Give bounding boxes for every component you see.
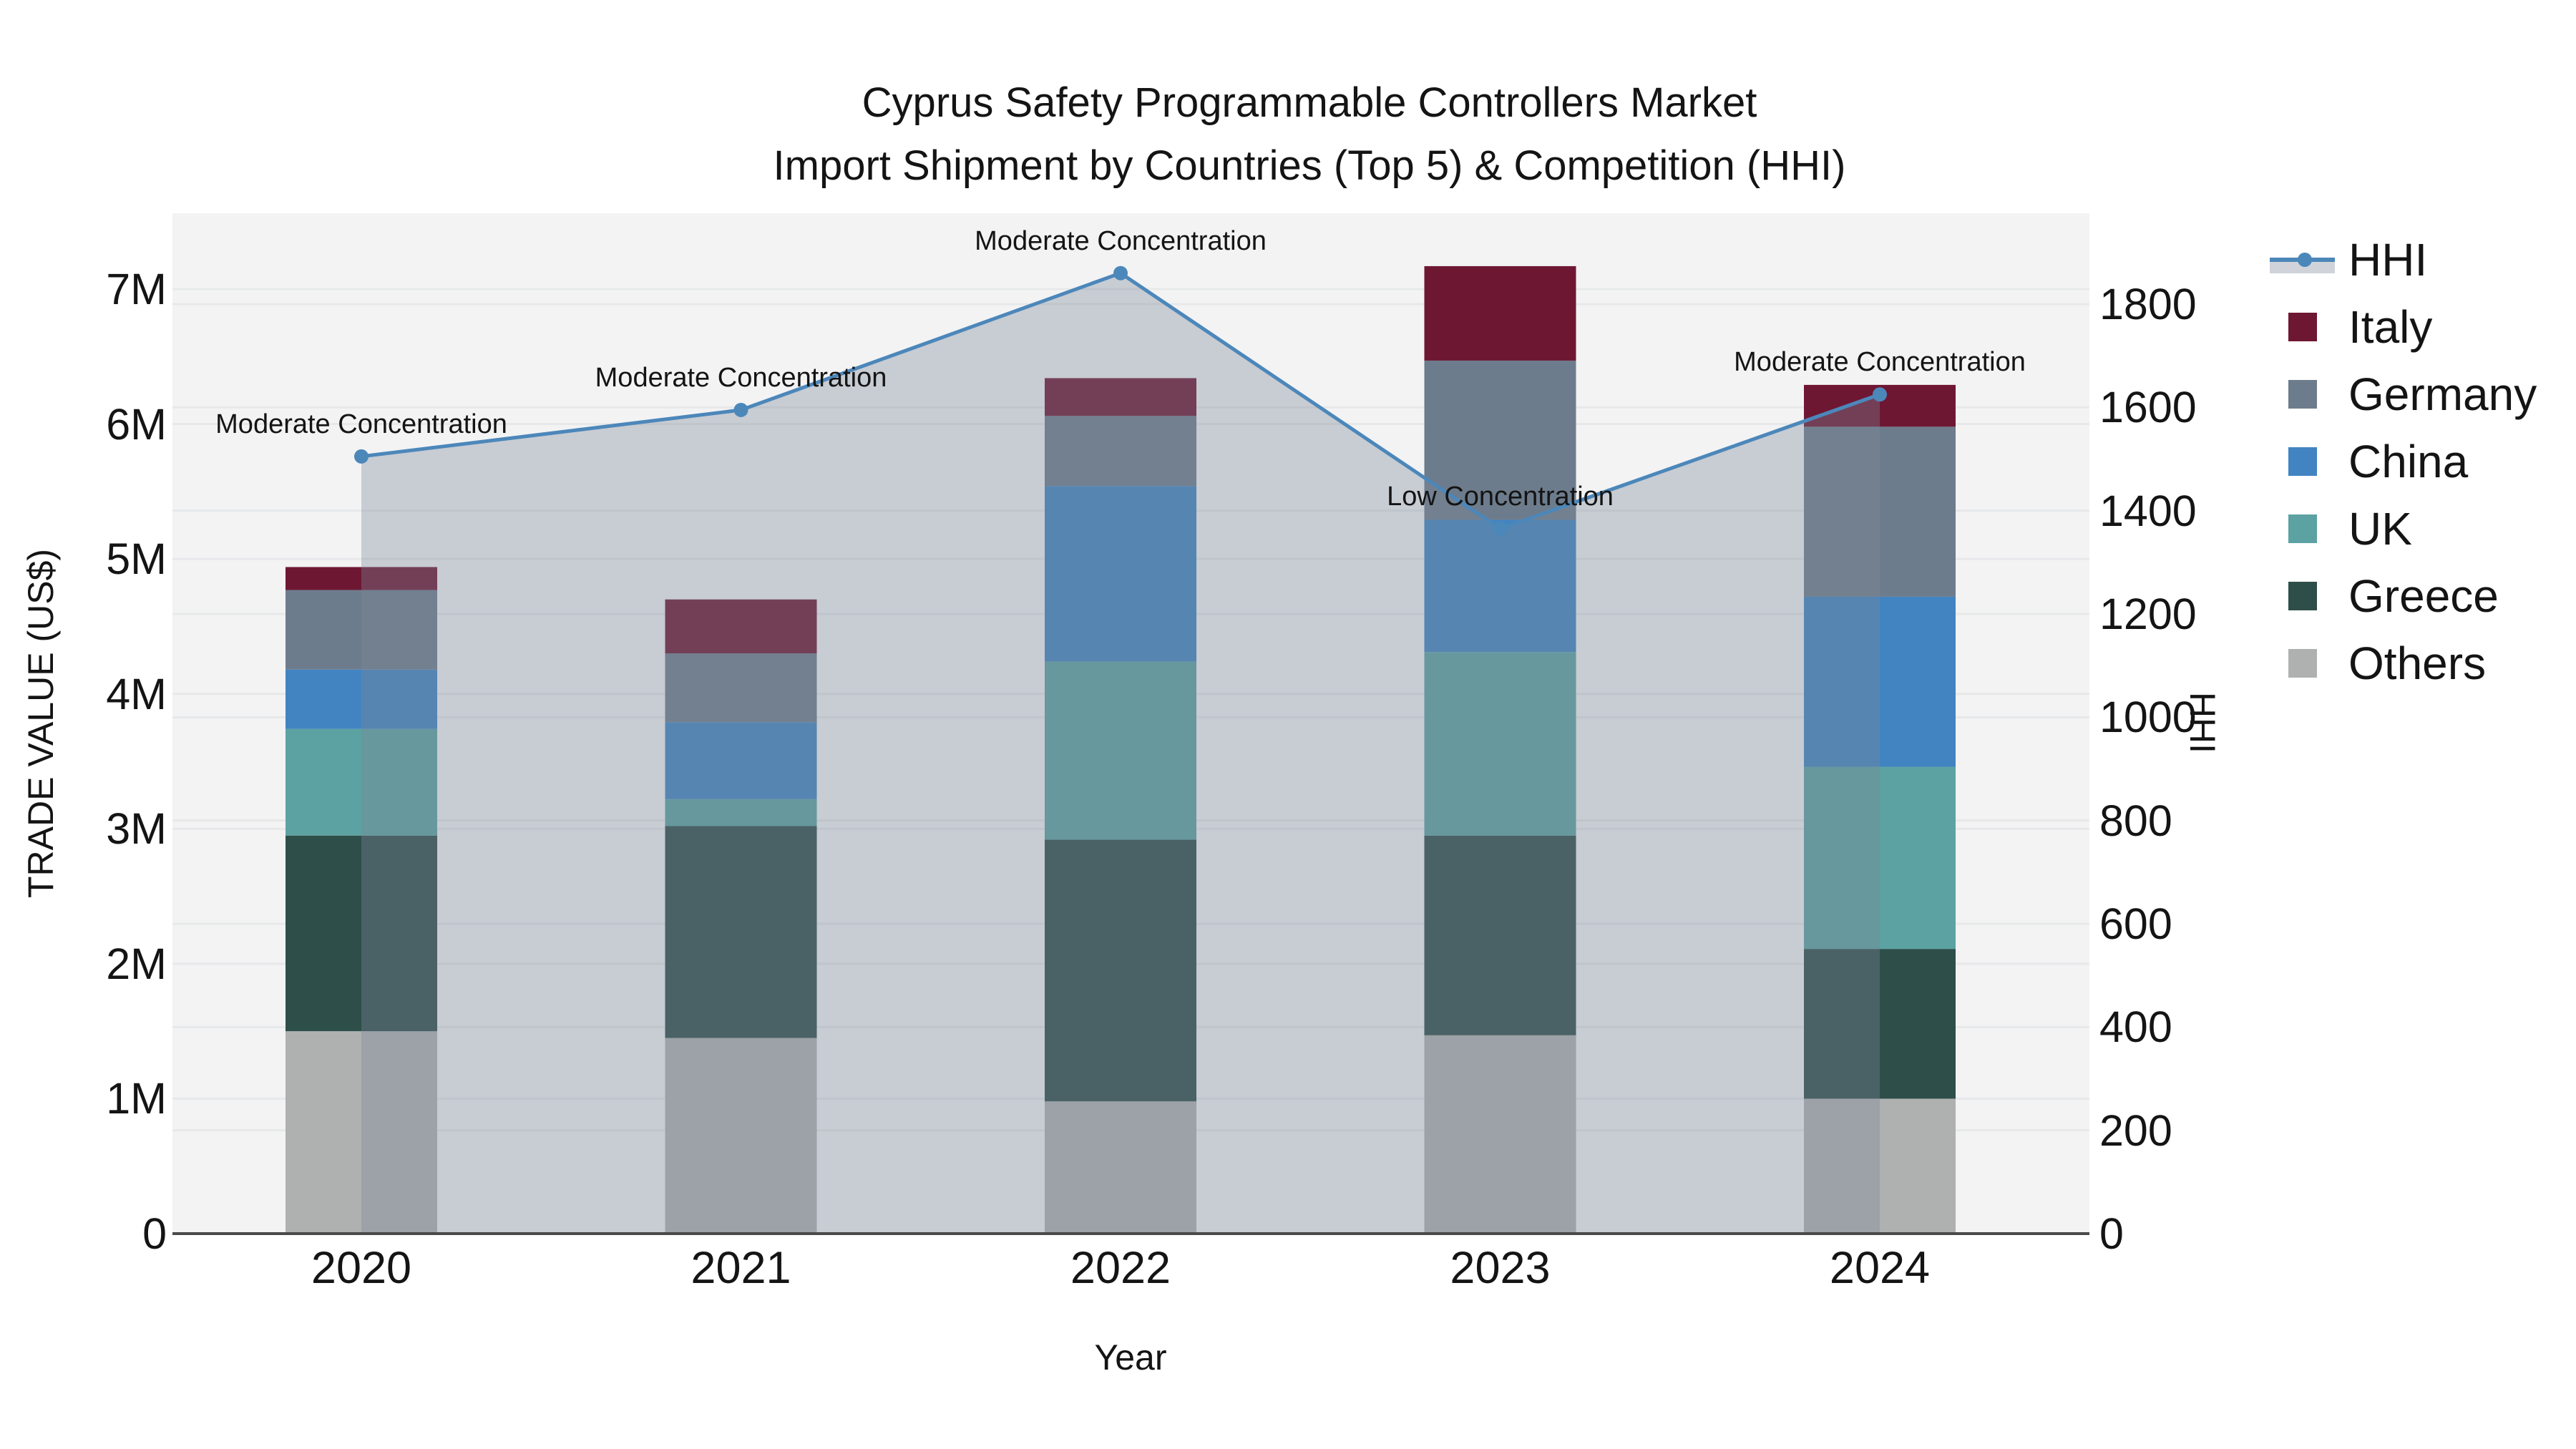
y-right-tick-600: 600: [2099, 899, 2172, 948]
bar-segment-2022-greece: [1045, 839, 1196, 1102]
bar-segment-2021-uk: [665, 799, 817, 826]
hhi-marker-2024: [1873, 387, 1887, 402]
legend-label-china: China: [2348, 436, 2469, 487]
y-right-tick-1800: 1800: [2099, 280, 2197, 328]
bar-segment-2022-uk: [1045, 661, 1196, 840]
bar-segment-2020-germany: [286, 590, 437, 670]
bar-segment-2023-greece: [1424, 835, 1576, 1035]
y-right-tick-0: 0: [2099, 1209, 2124, 1258]
bar-segment-2022-germany: [1045, 416, 1196, 487]
y-right-tick-1200: 1200: [2099, 590, 2197, 638]
annotation-2023: Low Concentration: [1387, 481, 1614, 512]
hhi-area: [361, 273, 1880, 1234]
bar-segment-2024-others: [1804, 1098, 1956, 1234]
bar-segment-2022-china: [1045, 486, 1196, 662]
bar-segment-2020-greece: [286, 835, 437, 1032]
x-tick-2021: 2021: [691, 1243, 791, 1293]
bar-segment-2020-china: [286, 669, 437, 729]
bar-segment-2021-germany: [665, 653, 817, 723]
y-left-tick-6M: 6M: [106, 399, 167, 449]
x-tick-2023: 2023: [1450, 1243, 1551, 1293]
y-right-tick-800: 800: [2099, 796, 2172, 845]
legend-swatch-greece: [2288, 582, 2317, 610]
bar-segment-2021-italy: [665, 599, 817, 654]
chart-title-line2: Import Shipment by Countries (Top 5) & C…: [773, 142, 1846, 189]
legend-swatch-germany: [2288, 380, 2317, 409]
y-left-tick-2M: 2M: [106, 939, 167, 988]
legend: HHI Italy Germany China UK Greece Others: [2254, 222, 2576, 723]
bar-segment-2020-italy: [286, 567, 437, 590]
y-right-tick-400: 400: [2099, 1002, 2172, 1052]
bar-segment-2021-greece: [665, 826, 817, 1038]
legend-item-china: China: [2254, 436, 2576, 529]
chart-title-line1: Cyprus Safety Programmable Controllers M…: [862, 79, 1757, 126]
y-left-tick-4M: 4M: [106, 669, 167, 718]
legend-item-germany: Germany: [2254, 369, 2576, 462]
y-left-tick-7M: 7M: [106, 265, 167, 313]
hhi-marker-2022: [1113, 265, 1128, 280]
y-left-tick-5M: 5M: [106, 535, 167, 584]
hhi-marker-2023: [1493, 521, 1508, 536]
legend-item-others: Others: [2254, 638, 2576, 731]
legend-label-greece: Greece: [2348, 570, 2499, 622]
bar-segment-2022-others: [1045, 1101, 1196, 1234]
annotation-2024: Moderate Concentration: [1734, 347, 2026, 378]
y-axis-title-right: HHI: [2182, 691, 2223, 754]
annotation-2021: Moderate Concentration: [595, 362, 887, 393]
annotation-2022: Moderate Concentration: [975, 225, 1267, 256]
y-right-tick-200: 200: [2099, 1106, 2172, 1155]
hhi-marker-2020: [354, 449, 369, 464]
x-tick-2020: 2020: [311, 1243, 412, 1293]
legend-swatch-china: [2288, 447, 2317, 476]
y-right-tick-1600: 1600: [2099, 383, 2197, 432]
x-tick-2022: 2022: [1070, 1243, 1171, 1293]
legend-item-hhi: HHI: [2254, 235, 2576, 327]
legend-swatch-uk: [2288, 514, 2317, 543]
legend-label-uk: UK: [2348, 503, 2412, 555]
legend-hhi-area-sample: [2270, 262, 2335, 273]
bar-segment-2023-italy: [1424, 265, 1576, 361]
y-left-tick-0: 0: [142, 1209, 167, 1258]
bar-segment-2021-others: [665, 1038, 817, 1234]
legend-label-germany: Germany: [2348, 369, 2537, 420]
annotation-2020: Moderate Concentration: [215, 409, 507, 439]
legend-item-italy: Italy: [2254, 302, 2576, 394]
legend-item-greece: Greece: [2254, 571, 2576, 663]
bar-segment-2020-uk: [286, 728, 437, 836]
legend-hhi-marker-sample: [2298, 253, 2312, 267]
y-right-tick-1000: 1000: [2099, 693, 2197, 742]
x-axis-title: Year: [1094, 1337, 1167, 1377]
y-left-tick-3M: 3M: [106, 804, 167, 854]
bar-segment-2024-uk: [1804, 766, 1956, 950]
bar-segment-2023-china: [1424, 519, 1576, 653]
bar-segment-2022-italy: [1045, 378, 1196, 416]
legend-swatch-italy: [2288, 313, 2317, 341]
bar-segment-2023-uk: [1424, 652, 1576, 836]
y-axis-title-left: TRADE VALUE (US$): [21, 548, 61, 899]
x-tick-2024: 2024: [1829, 1243, 1931, 1293]
bar-segment-2020-others: [286, 1031, 437, 1234]
legend-swatch-others: [2288, 649, 2317, 678]
legend-label-italy: Italy: [2348, 301, 2433, 353]
chart-title: Cyprus Safety Programmable Controllers M…: [43, 72, 2576, 197]
y-right-tick-1400: 1400: [2099, 486, 2197, 535]
bar-segment-2024-china: [1804, 596, 1956, 767]
bar-segment-2024-greece: [1804, 949, 1956, 1099]
legend-label-hhi: HHI: [2348, 234, 2428, 286]
y-left-tick-1M: 1M: [106, 1074, 167, 1123]
bar-segment-2023-others: [1424, 1035, 1576, 1234]
hhi-marker-2021: [733, 402, 748, 417]
legend-item-uk: UK: [2254, 504, 2576, 596]
legend-label-others: Others: [2348, 638, 2487, 689]
bar-segment-2024-germany: [1804, 426, 1956, 597]
bar-segment-2021-china: [665, 722, 817, 799]
